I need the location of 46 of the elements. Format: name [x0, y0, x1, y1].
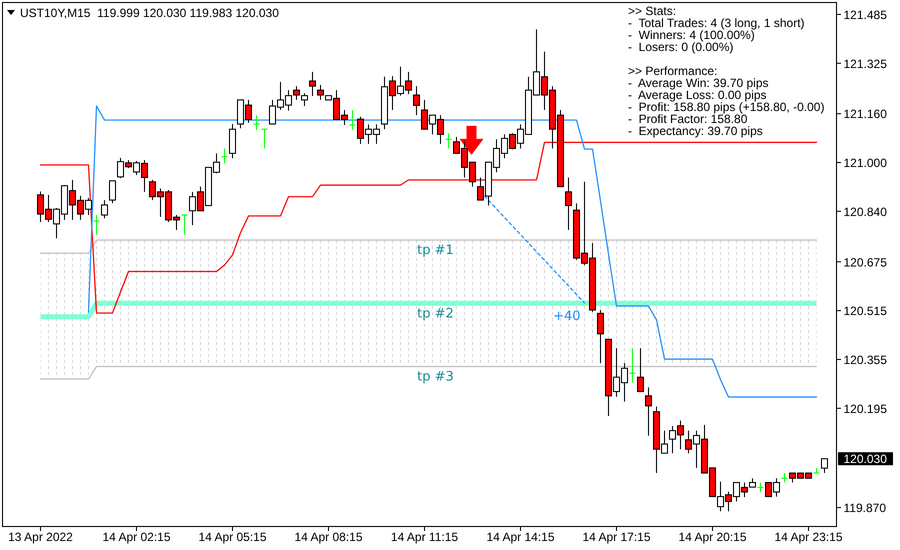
y-tick-label: 120.355 — [844, 352, 888, 367]
annotation: tp #1 — [417, 243, 454, 258]
candlestick — [565, 176, 572, 230]
candlestick — [446, 132, 452, 149]
chart-title: UST10Y,M15 119.999 120.030 119.983 120.030 — [20, 6, 280, 20]
candlestick — [350, 109, 356, 131]
candlestick — [254, 114, 260, 131]
x-tick-label: 14 Apr 08:15 — [294, 530, 363, 544]
y-tick-label: 121.000 — [844, 156, 888, 170]
y-tick-label: 120.675 — [844, 255, 888, 270]
candlestick — [758, 482, 764, 492]
annotation: tp #3 — [417, 369, 454, 384]
series-label: +40 — [553, 308, 580, 324]
candlestick — [637, 348, 644, 392]
candlestick — [782, 472, 788, 484]
annotation: tp #2 — [417, 306, 454, 322]
y-tick-label: 120.030 — [844, 452, 888, 466]
y-tick-label: 121.485 — [844, 8, 888, 22]
x-tick-label: 14 Apr 20:15 — [678, 530, 747, 544]
candlestick — [182, 214, 188, 236]
candlestick — [309, 71, 316, 96]
candlestick — [262, 128, 268, 149]
x-tick-label: 13 Apr 2022 — [8, 530, 74, 544]
y-tick-label: 120.195 — [844, 402, 888, 416]
y-tick-label: 119.870 — [844, 501, 886, 516]
candlestick — [413, 86, 420, 116]
x-tick-label: 14 Apr 17:15 — [582, 530, 651, 544]
candlestick — [645, 386, 652, 436]
annotation: >> Performance: - Average Win: 39.70 pips - Average Loss: 0.00 pips - Profit: 158.80 pips (+158.80, -0.00) - Profit Factor: 158.80 - Expectancy: 39.70 pips — [628, 64, 824, 138]
x-tick-label: 14 Apr 11:15 — [390, 530, 458, 544]
y-tick-label: 121.325 — [844, 56, 888, 71]
y-tick-label: 121.160 — [844, 107, 888, 122]
y-tick-label: 120.515 — [844, 304, 888, 318]
candlestick — [94, 214, 100, 236]
x-tick-label: 14 Apr 23:15 — [774, 530, 843, 544]
x-tick-label: 14 Apr 14:15 — [486, 530, 555, 544]
candlestick — [630, 348, 636, 384]
x-tick-label: 14 Apr 05:15 — [198, 530, 267, 544]
candlestick — [101, 200, 108, 219]
candlestick — [821, 458, 828, 474]
x-tick-label: 14 Apr 02:15 — [102, 530, 171, 544]
candlestick — [109, 180, 116, 204]
annotation: >> Stats: - Total Trades: 4 (3 long, 1 short) - Winners: 4 (100.00%) - Losers: 0 (0.00%) — [628, 4, 805, 54]
y-tick-label: 120.840 — [844, 204, 888, 219]
candlestick — [222, 148, 228, 164]
candlestick — [597, 310, 604, 364]
